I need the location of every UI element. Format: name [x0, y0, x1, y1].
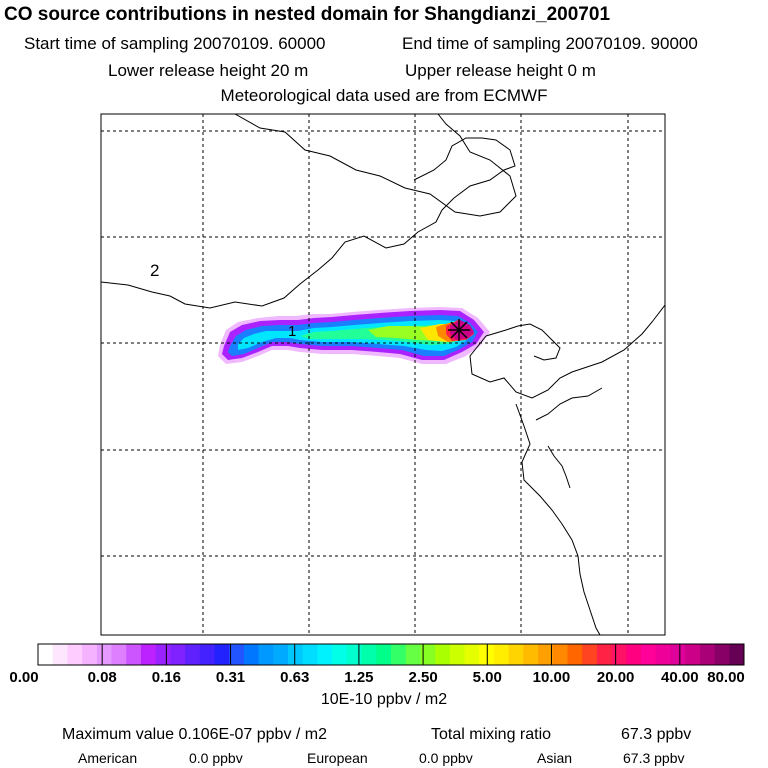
colorbar-swatch	[346, 644, 362, 665]
colorbar-swatch	[273, 644, 289, 665]
map-label-2: 2	[150, 261, 159, 280]
colorbar-swatch	[288, 644, 304, 665]
colorbar-swatch	[523, 644, 539, 665]
colorbar-swatch	[449, 644, 465, 665]
colorbar-swatch	[552, 644, 568, 665]
american-value: 0.0 ppbv	[189, 750, 243, 766]
european-label: European	[307, 750, 368, 766]
total-mixing-ratio-label: Total mixing ratio	[431, 726, 552, 743]
maximum-value: Maximum value 0.106E-07 ppbv / m2	[62, 726, 328, 743]
colorbar-tick-label: 5.00	[472, 669, 502, 686]
colorbar-swatch	[685, 644, 701, 665]
colorbar-swatch	[405, 644, 421, 665]
colorbar-swatch	[317, 644, 333, 665]
boundaries	[101, 114, 665, 635]
map-frame	[100, 113, 666, 636]
colorbar-swatch	[258, 644, 274, 665]
colorbar-swatch	[302, 644, 318, 665]
meteorological-source: Meteorological data used are from ECMWF	[220, 86, 548, 105]
lower-release-height: Lower release height 20 m	[108, 61, 309, 80]
colorbar-swatch	[538, 644, 554, 665]
colorbar-units: 10E-10 ppbv / m2	[320, 691, 448, 708]
colorbar-tick-label: 40.00	[661, 669, 699, 686]
colorbar-swatch	[214, 644, 230, 665]
border-north	[234, 114, 517, 217]
colorbar-swatch	[464, 644, 480, 665]
coast-east	[469, 304, 665, 399]
plume-field	[218, 307, 490, 364]
colorbar-swatch	[67, 644, 83, 665]
coast-southeast	[515, 403, 601, 635]
colorbar-swatch	[229, 644, 245, 665]
colorbar-swatch	[493, 644, 510, 665]
colorbar-tick-label: 0.31	[215, 669, 246, 686]
coast-northeast	[413, 137, 516, 211]
total-mixing-ratio-value: 67.3 ppbv	[621, 726, 692, 743]
sampling-start: Start time of sampling 20070109. 60000	[24, 34, 326, 53]
colorbar-swatch	[82, 644, 98, 665]
colorbar-swatch	[391, 644, 407, 665]
colorbar-swatch	[582, 644, 598, 665]
colorbar-swatch	[596, 644, 613, 665]
receptor-star-icon	[448, 319, 470, 341]
plot-title: CO source contributions in nested domain…	[4, 4, 611, 25]
graticule	[101, 114, 665, 635]
colorbar-frame	[37, 643, 745, 666]
colorbar-swatch	[376, 644, 392, 665]
coast-bohai	[485, 323, 561, 361]
colorbar-swatch	[435, 644, 451, 665]
colorbar-swatch	[611, 644, 627, 665]
colorbar-tick-label: 10.00	[532, 669, 571, 686]
colorbar-swatch	[38, 644, 54, 665]
colorbar-swatch	[670, 644, 686, 665]
colorbar-swatch	[420, 644, 436, 665]
colorbar-swatch	[126, 644, 142, 665]
european-value: 0.0 ppbv	[419, 750, 473, 766]
border-west	[101, 209, 443, 309]
asian-value: 67.3 ppbv	[623, 750, 685, 766]
colorbar	[37, 643, 745, 666]
colorbar-tick-label: 1.25	[344, 669, 374, 686]
coast-shandong	[535, 387, 603, 421]
colorbar-swatch	[111, 644, 127, 665]
colorbar-swatch	[155, 644, 171, 665]
coast-island	[547, 445, 571, 489]
colorbar-swatch	[655, 644, 671, 665]
colorbar-tick-label: 2.50	[408, 669, 438, 686]
colorbar-swatch	[361, 644, 377, 665]
colorbar-tick-label: 0.16	[151, 669, 181, 686]
colorbar-swatch	[508, 644, 524, 665]
colorbar-swatch	[626, 644, 642, 665]
colorbar-swatch	[729, 644, 745, 665]
asian-label: Asian	[537, 750, 573, 766]
colorbar-swatch	[199, 644, 215, 665]
colorbar-swatch	[699, 644, 715, 665]
colorbar-swatch	[52, 644, 68, 665]
colorbar-tick-label: 0.63	[280, 669, 310, 686]
colorbar-swatch	[96, 644, 112, 665]
upper-release-height: Upper release height 0 m	[405, 61, 596, 80]
colorbar-swatch	[243, 644, 260, 665]
map-label-1: 1	[288, 323, 296, 340]
colorbar-tick-label: 0.08	[87, 669, 117, 686]
colorbar-swatch	[170, 644, 186, 665]
colorbar-swatch	[567, 644, 583, 665]
colorbar-swatch	[714, 644, 730, 665]
american-label: American	[78, 750, 138, 766]
colorbar-swatch	[185, 644, 201, 665]
colorbar-tick-label: 0.00	[9, 669, 39, 686]
colorbar-swatch	[332, 644, 348, 665]
colorbar-tick-label: 80.00	[707, 669, 745, 686]
colorbar-swatch	[641, 644, 657, 665]
sampling-end: End time of sampling 20070109. 90000	[402, 34, 698, 53]
colorbar-swatch	[140, 644, 157, 665]
colorbar-tick-label: 20.00	[596, 669, 635, 686]
